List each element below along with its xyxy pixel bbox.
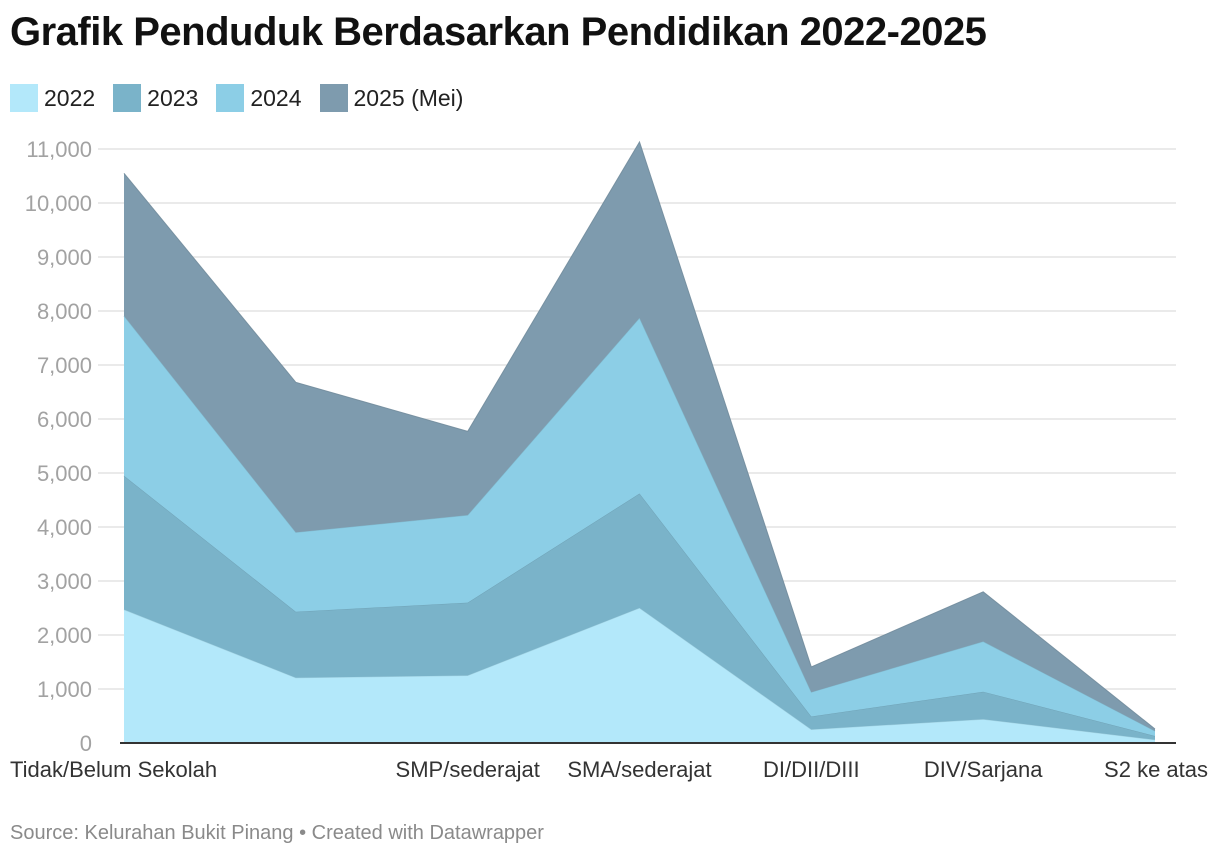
chart-legend: 2022 2023 2024 2025 (Mei) <box>10 84 481 112</box>
legend-item-2025: 2025 (Mei) <box>319 84 464 112</box>
x-tick-label: SMA/sederajat <box>567 757 711 782</box>
y-tick-label: 4,000 <box>37 515 92 540</box>
chart-title: Grafik Penduduk Berdasarkan Pendidikan 2… <box>10 10 987 54</box>
area-series-2024 <box>124 315 1155 736</box>
x-tick-label: Tidak/Belum Sekolah <box>10 757 217 782</box>
y-tick-label: 1,000 <box>37 677 92 702</box>
legend-label-2023: 2023 <box>147 84 199 111</box>
legend-swatch-2025 <box>319 84 348 112</box>
y-tick-label: 6,000 <box>37 407 92 432</box>
legend-swatch-2023 <box>113 84 142 112</box>
source-note: Source: Kelurahan Bukit Pinang • Created… <box>10 822 544 844</box>
y-tick-label: 2,000 <box>37 623 92 648</box>
axes: 0 1,000 2,000 3,000 4,000 5,000 6,000 7,000 8,00… <box>10 137 1208 782</box>
area-series-2022 <box>124 608 1155 743</box>
y-tick-label: 8,000 <box>37 299 92 324</box>
legend-swatch-2024 <box>216 84 245 112</box>
y-tick-label: 7,000 <box>37 353 92 378</box>
legend-item-2023: 2023 <box>113 84 198 112</box>
legend-item-2022: 2022 <box>10 84 95 112</box>
x-tick-label: DI/DII/DIII <box>763 757 860 782</box>
area-series <box>123 140 1156 743</box>
area-edge-3 <box>123 140 1156 730</box>
legend-item-2024: 2024 <box>216 84 302 112</box>
y-tick-label: 9,000 <box>37 245 92 270</box>
legend-label-2022: 2022 <box>44 84 96 111</box>
legend-label-2024: 2024 <box>250 84 302 111</box>
y-tick-label: 0 <box>80 731 92 756</box>
x-tick-label: SMP/sederajat <box>396 757 540 782</box>
legend-swatch-2022 <box>10 84 38 112</box>
y-tick-label: 11,000 <box>26 137 92 162</box>
y-tick-label: 10,000 <box>25 191 92 216</box>
legend-label-2025: 2025 (Mei) <box>353 84 464 111</box>
x-tick-label: S2 ke atas <box>1104 757 1208 782</box>
y-tick-label: 5,000 <box>37 461 92 486</box>
area-series-2023 <box>124 475 1155 740</box>
area-series-2025-mei- <box>124 142 1155 732</box>
y-tick-label: 3,000 <box>37 569 92 594</box>
x-tick-label: DIV/Sarjana <box>924 757 1043 782</box>
